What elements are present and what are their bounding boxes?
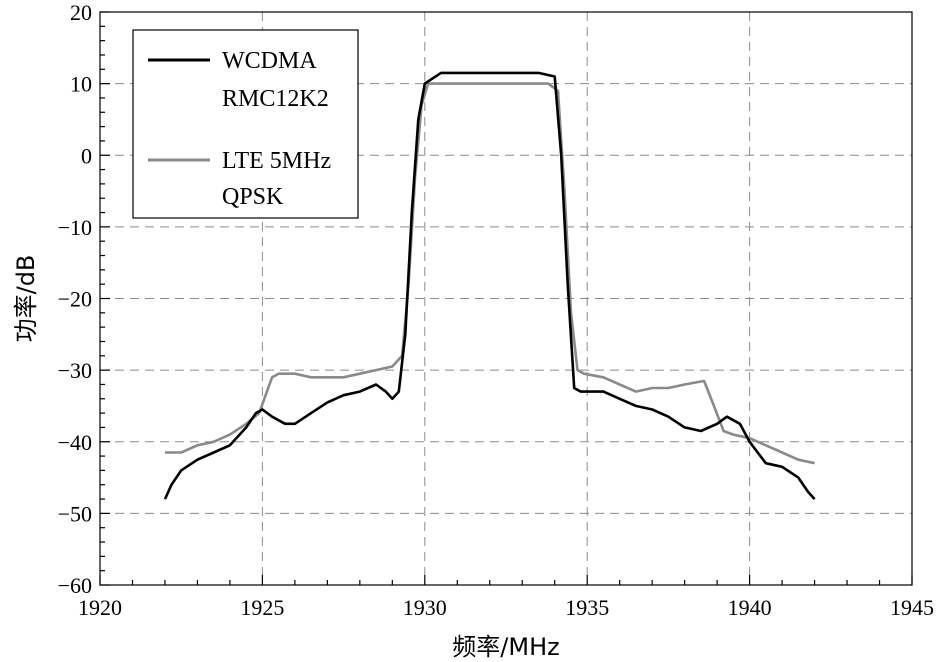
y-tick-labels: −60 −50 −40 −30 −20 −10 0 10 20 — [58, 0, 92, 598]
x-tick-label-1920: 1920 — [78, 595, 122, 620]
x-tick-label-1930: 1930 — [403, 595, 447, 620]
plot-frame — [99, 11, 913, 586]
y-tick-label-10: 10 — [70, 72, 92, 97]
legend-label-lte-line2: QPSK — [222, 184, 284, 210]
y-tick-label--10: −10 — [58, 215, 92, 240]
y-tick-label-20: 20 — [70, 0, 92, 25]
series-lines — [163, 71, 816, 500]
y-tick-label--60: −60 — [58, 573, 92, 598]
legend-label-wcdma-line1: WCDMA — [222, 48, 317, 74]
x-axis-title: 频率/MHz — [452, 633, 559, 661]
grid-lines — [100, 12, 912, 585]
y-tick-label--50: −50 — [58, 501, 92, 526]
series-line-wcdma — [163, 71, 816, 500]
x-tick-label-1935: 1935 — [565, 595, 609, 620]
x-tick-labels: 1920 1925 1930 1935 1940 1945 — [78, 595, 934, 620]
y-tick-label--40: −40 — [58, 430, 92, 455]
series-line-lte — [165, 82, 815, 465]
axis-ticks — [99, 11, 913, 586]
legend-label-wcdma-line2: RMC12K2 — [222, 86, 329, 112]
x-tick-label-1925: 1925 — [240, 595, 284, 620]
legend-box — [132, 29, 359, 219]
y-axis-title: 功率/dB — [12, 255, 40, 343]
legend-label-lte-line1: LTE 5MHz — [222, 148, 331, 174]
y-tick-label-0: 0 — [81, 143, 92, 168]
legend: WCDMA RMC12K2 LTE 5MHz QPSK — [132, 29, 359, 219]
x-tick-label-1940: 1940 — [728, 595, 772, 620]
y-tick-label--20: −20 — [58, 287, 92, 312]
x-tick-label-1945: 1945 — [890, 595, 934, 620]
y-tick-label--30: −30 — [58, 358, 92, 383]
